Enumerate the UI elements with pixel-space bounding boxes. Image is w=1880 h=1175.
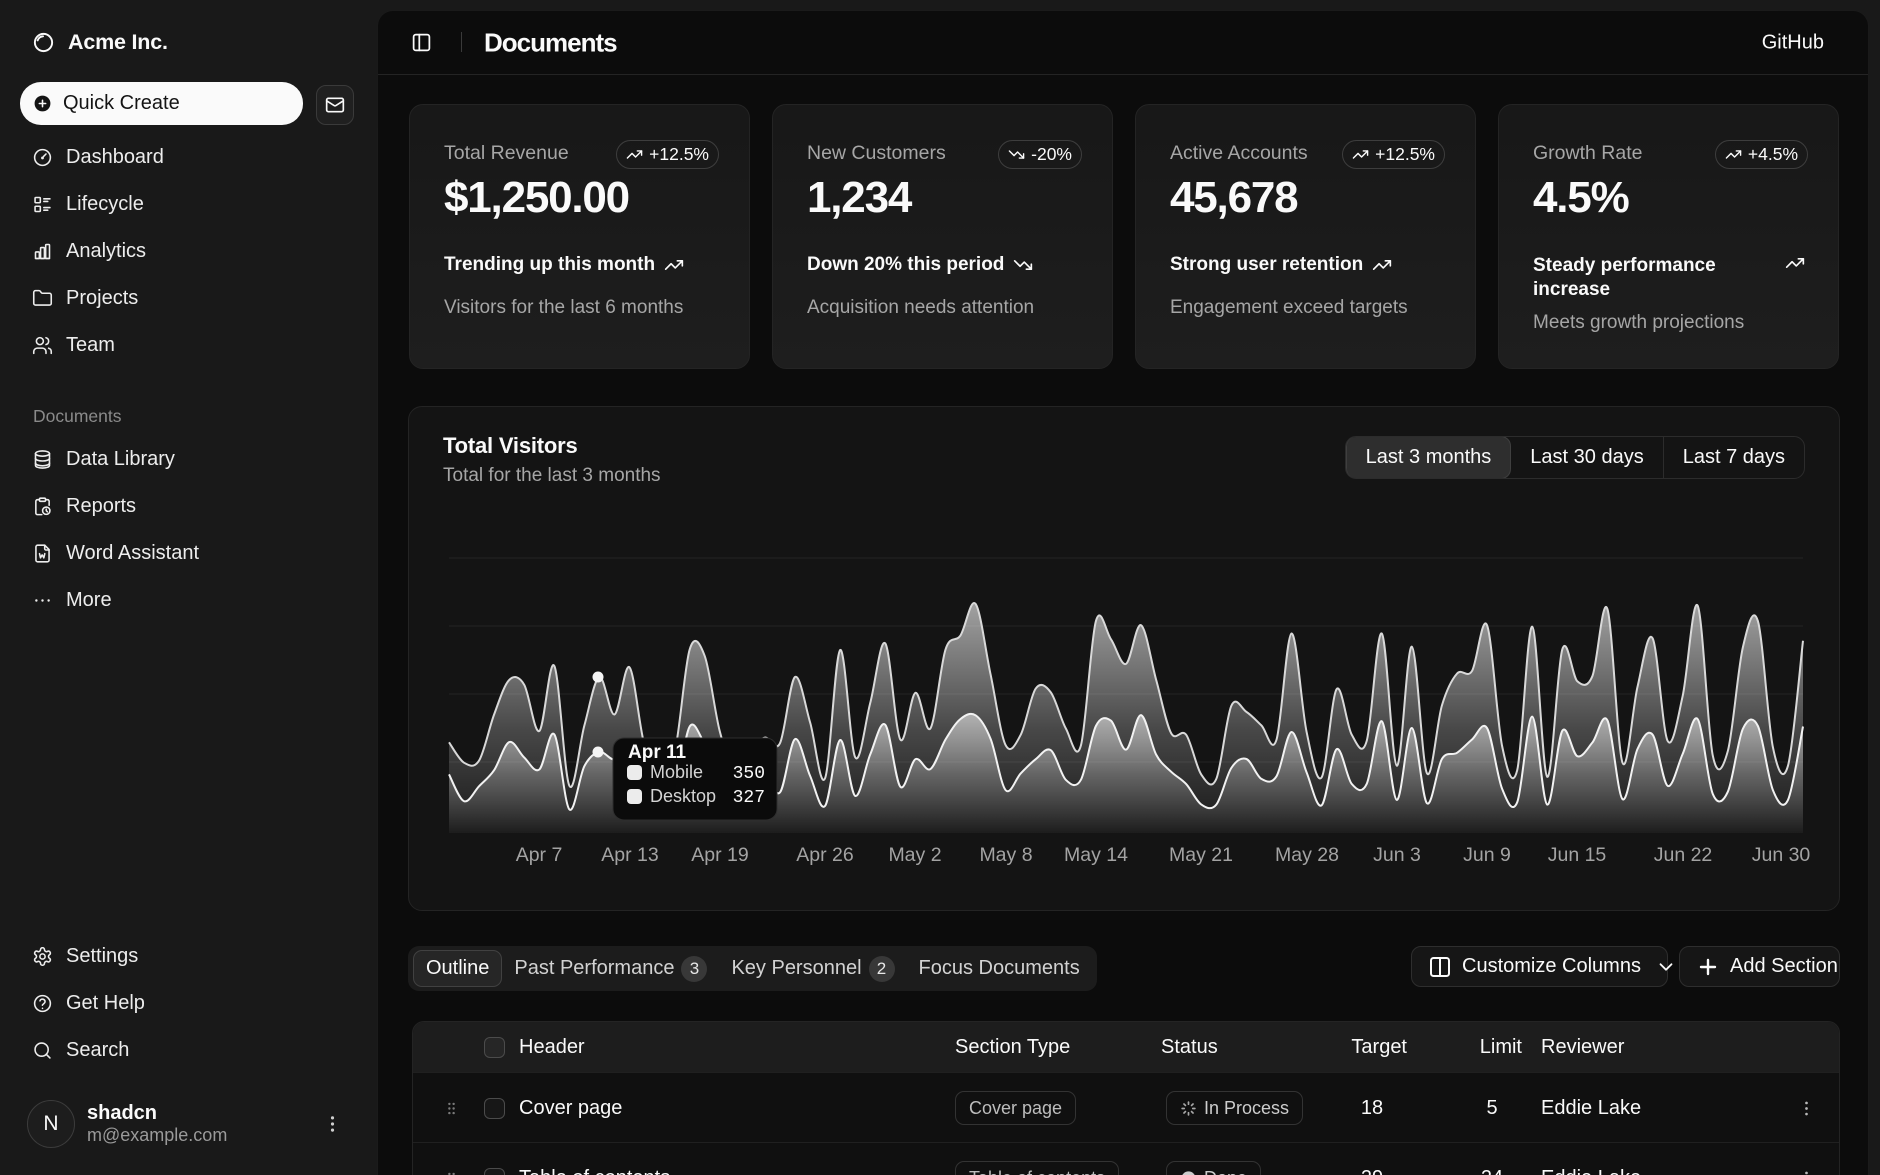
svg-text:Jun 15: Jun 15 — [1548, 844, 1607, 866]
svg-text:350: 350 — [733, 764, 765, 784]
svg-text:May 28: May 28 — [1275, 844, 1339, 866]
svg-text:Desktop: Desktop — [650, 786, 716, 806]
svg-text:May 2: May 2 — [888, 844, 941, 866]
svg-text:Jun 3: Jun 3 — [1373, 844, 1421, 866]
svg-text:Apr 26: Apr 26 — [796, 844, 853, 866]
svg-text:May 21: May 21 — [1169, 844, 1233, 866]
svg-text:Mobile: Mobile — [650, 762, 703, 782]
svg-text:May 8: May 8 — [979, 844, 1032, 866]
svg-text:Apr 13: Apr 13 — [601, 844, 658, 866]
svg-text:May 14: May 14 — [1064, 844, 1128, 866]
svg-text:Apr 7: Apr 7 — [516, 844, 563, 866]
svg-text:Jun 9: Jun 9 — [1463, 844, 1511, 866]
svg-text:Apr 11: Apr 11 — [628, 742, 687, 763]
svg-text:Jun 30: Jun 30 — [1752, 844, 1811, 866]
svg-text:Apr 19: Apr 19 — [691, 844, 748, 866]
svg-text:Jun 22: Jun 22 — [1654, 844, 1713, 866]
svg-text:327: 327 — [733, 788, 765, 808]
